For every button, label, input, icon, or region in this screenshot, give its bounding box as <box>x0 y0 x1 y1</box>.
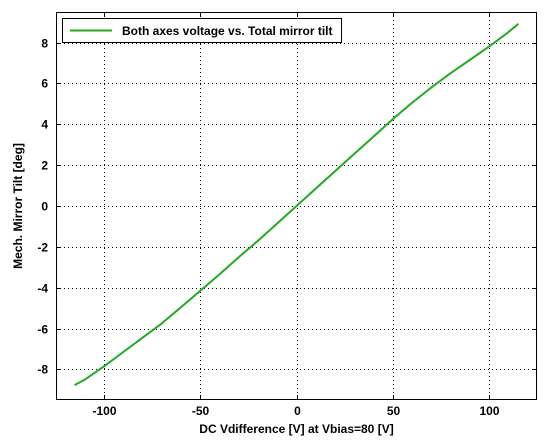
grid <box>56 12 537 400</box>
legend-entry: Both axes voltage vs. Total mirror tilt <box>122 24 333 38</box>
y-tick-label: -8 <box>37 363 48 377</box>
x-axis-label: DC Vdifference [V] at Vbias=80 [V] <box>199 422 393 436</box>
series-layer <box>74 23 519 386</box>
y-tick-label: 2 <box>41 159 48 173</box>
y-tick-label: 8 <box>41 37 48 51</box>
x-tick-label: -100 <box>92 404 116 418</box>
legend: Both axes voltage vs. Total mirror tilt <box>62 18 342 43</box>
x-tick-label: 100 <box>479 404 499 418</box>
series-line <box>74 23 519 386</box>
x-tick-label: 0 <box>294 404 301 418</box>
y-tick-label: 6 <box>41 77 48 91</box>
x-tick-label: 50 <box>387 404 401 418</box>
y-tick-label: 4 <box>41 118 48 132</box>
y-tick-label: -4 <box>37 282 48 296</box>
ticks: -100 -50 0 50 100 -8 -6 -4 -2 0 2 4 6 8 <box>37 12 537 418</box>
y-axis-label: Mech. Mirror Tilt [deg] <box>11 143 25 269</box>
y-tick-label: -2 <box>37 241 48 255</box>
y-tick-label: -6 <box>37 323 48 337</box>
y-tick-label: 0 <box>41 200 48 214</box>
x-tick-label: -50 <box>192 404 210 418</box>
